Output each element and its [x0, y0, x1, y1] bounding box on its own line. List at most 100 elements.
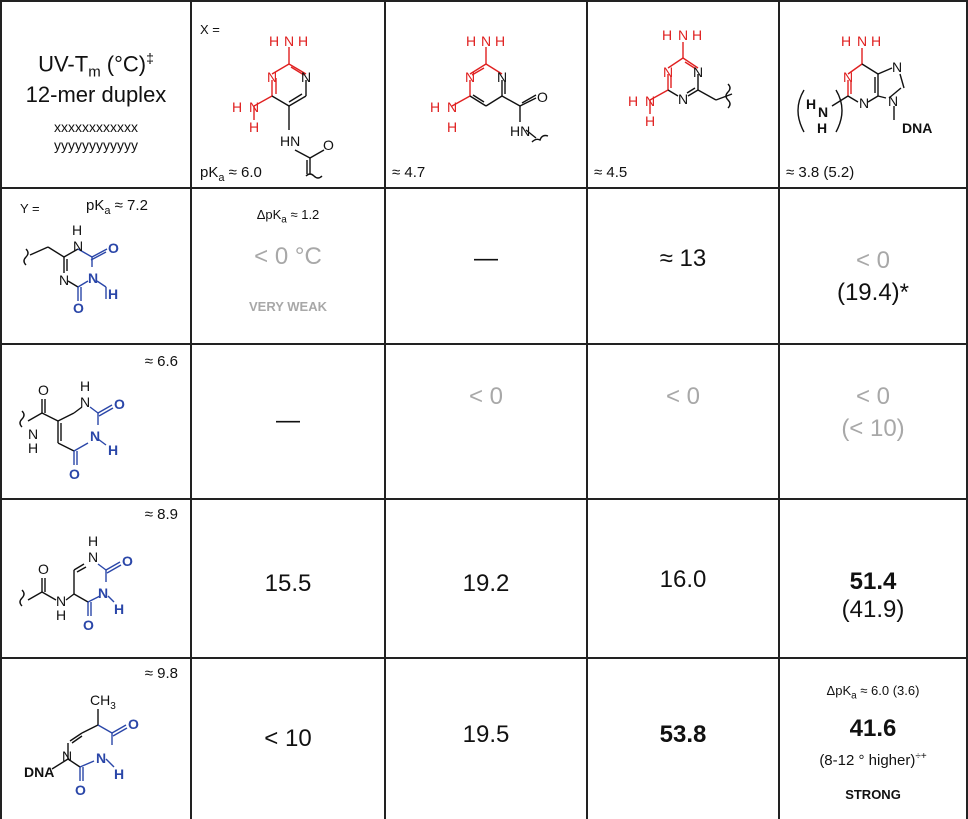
atom-label: O: [114, 396, 125, 412]
header-cell: UV-Tm (°C)‡ 12-mer duplex xxxxxxxxxxxx y…: [2, 2, 190, 187]
atom-label: H: [108, 286, 118, 302]
data-cell: < 10: [192, 659, 384, 819]
delta-pka: ΔpKa ≈ 6.0 (3.6): [826, 683, 920, 702]
table-rule: [0, 498, 968, 500]
melting-temp-value: —: [276, 407, 300, 434]
data-cell: ΔpKa ≈ 1.2 < 0 °C VERY WEAK: [192, 189, 384, 343]
melting-temp-subvalue: (19.4)*: [836, 279, 910, 306]
atom-label: N: [284, 33, 294, 49]
atom-label: DNA: [902, 120, 932, 136]
atom-label: O: [122, 553, 133, 569]
atom-label: H: [108, 442, 118, 458]
row-header-1: Y = pKa ≈ 7.2: [2, 189, 190, 343]
melting-temp-value: < 10: [264, 725, 312, 752]
column-header-1: X =: [192, 2, 384, 187]
melting-temp-value: —: [474, 245, 498, 272]
atom-label: N: [663, 64, 673, 80]
sequence-x: xxxxxxxxxxxx: [54, 119, 138, 135]
melting-temp-value: 51.4: [849, 568, 897, 595]
melting-temp-value: 41.6: [849, 715, 897, 742]
atom-label: N: [62, 748, 72, 764]
atom-label: N: [301, 69, 311, 85]
data-cell: —: [386, 189, 586, 343]
delta-pka: ΔpKa ≈ 1.2: [256, 207, 320, 226]
atom-label: DNA: [24, 764, 54, 780]
table-rule: [0, 187, 968, 189]
atom-label: H: [628, 93, 638, 109]
atom-label: N: [892, 59, 902, 75]
atom-label: N: [73, 238, 83, 254]
row-header-2: ≈ 6.6: [2, 345, 190, 498]
table-rule: [0, 657, 968, 659]
atom-label: H: [447, 119, 457, 135]
atom-label: N: [693, 64, 703, 80]
x-label: X =: [200, 22, 220, 37]
atom-label: H: [430, 99, 440, 115]
molecule-diaminotriazine-icon: H N H N N N H N H: [588, 2, 778, 187]
table-rule: [190, 0, 192, 819]
atom-label: H: [495, 33, 505, 49]
molecule-diaminopyrimidine-amide-icon: H N H N N H N H HN O: [192, 2, 384, 187]
atom-label: O: [323, 137, 334, 153]
atom-label: N: [249, 99, 259, 115]
table-title: UV-Tm (°C)‡: [38, 50, 154, 81]
atom-label: H: [114, 766, 124, 782]
atom-label: N: [818, 104, 828, 120]
column-pka: ≈ 3.8 (5.2): [786, 164, 855, 181]
atom-label: N: [88, 549, 98, 565]
atom-label: H: [466, 33, 476, 49]
melting-temp-value: 16.0: [659, 566, 707, 593]
atom-label: N: [678, 27, 688, 43]
atom-label: HN: [280, 133, 300, 149]
table-subtitle: 12-mer duplex: [25, 82, 167, 107]
melting-temp-value: < 0: [468, 383, 504, 410]
melting-temp-value: 19.2: [462, 570, 510, 597]
y-label: Y =: [20, 201, 40, 216]
data-cell: ΔpKa ≈ 6.0 (3.6) 41.6 (8-12 ° higher)÷+ …: [780, 659, 966, 819]
atom-label: O: [108, 240, 119, 256]
atom-label: N: [80, 394, 90, 410]
row-pka: ≈ 6.6: [144, 353, 178, 370]
atom-label: N: [888, 93, 898, 109]
column-pka: pKa ≈ 6.0: [200, 164, 262, 184]
data-cell: 51.4 (41.9): [780, 500, 966, 657]
atom-label: N: [481, 33, 491, 49]
data-cell: 16.0: [588, 500, 778, 657]
table-border-left: [0, 0, 2, 819]
atom-label: N: [56, 593, 66, 609]
atom-label: O: [537, 89, 548, 105]
melting-temp-value: 53.8: [659, 721, 707, 748]
row-pka: ≈ 8.9: [144, 506, 178, 523]
atom-label: N: [843, 69, 853, 85]
atom-label: N: [96, 750, 106, 766]
atom-label: H: [56, 607, 66, 623]
melting-temp-value: ≈ 13: [659, 245, 707, 272]
atom-label: H: [88, 533, 98, 549]
atom-label: H: [645, 113, 655, 129]
atom-label: H: [806, 96, 816, 112]
row-header-4: ≈ 9.8 CH3 N: [2, 659, 190, 819]
atom-label: H: [269, 33, 279, 49]
column-pka: ≈ 4.5: [594, 164, 628, 181]
atom-label: N: [645, 93, 655, 109]
atom-label: N: [678, 91, 688, 107]
table-rule: [0, 343, 968, 345]
melting-temp-value: 19.5: [462, 721, 510, 748]
melting-temp-value: 15.5: [264, 570, 312, 597]
molecule-thymine-dna-icon: CH3 N DNA O N H O: [2, 659, 190, 819]
column-header-2: H N H N N H N H O HN ≈ 4.7: [386, 2, 586, 187]
melting-temp-value: < 0 °C: [254, 243, 322, 270]
molecule-orotamide-icon: O N H H N O N H O: [2, 345, 190, 498]
table-rule: [778, 0, 780, 819]
atom-label: H: [871, 33, 881, 49]
data-cell: < 0 (< 10): [780, 345, 966, 498]
atom-label: O: [38, 382, 49, 398]
atom-label: H: [72, 222, 82, 238]
data-cell: 53.8: [588, 659, 778, 819]
atom-label: CH3: [90, 692, 116, 712]
atom-label: H: [817, 120, 827, 136]
atom-label: N: [267, 69, 277, 85]
column-pka: ≈ 4.7: [392, 164, 426, 181]
atom-label: N: [447, 99, 457, 115]
atom-label: O: [83, 617, 94, 633]
